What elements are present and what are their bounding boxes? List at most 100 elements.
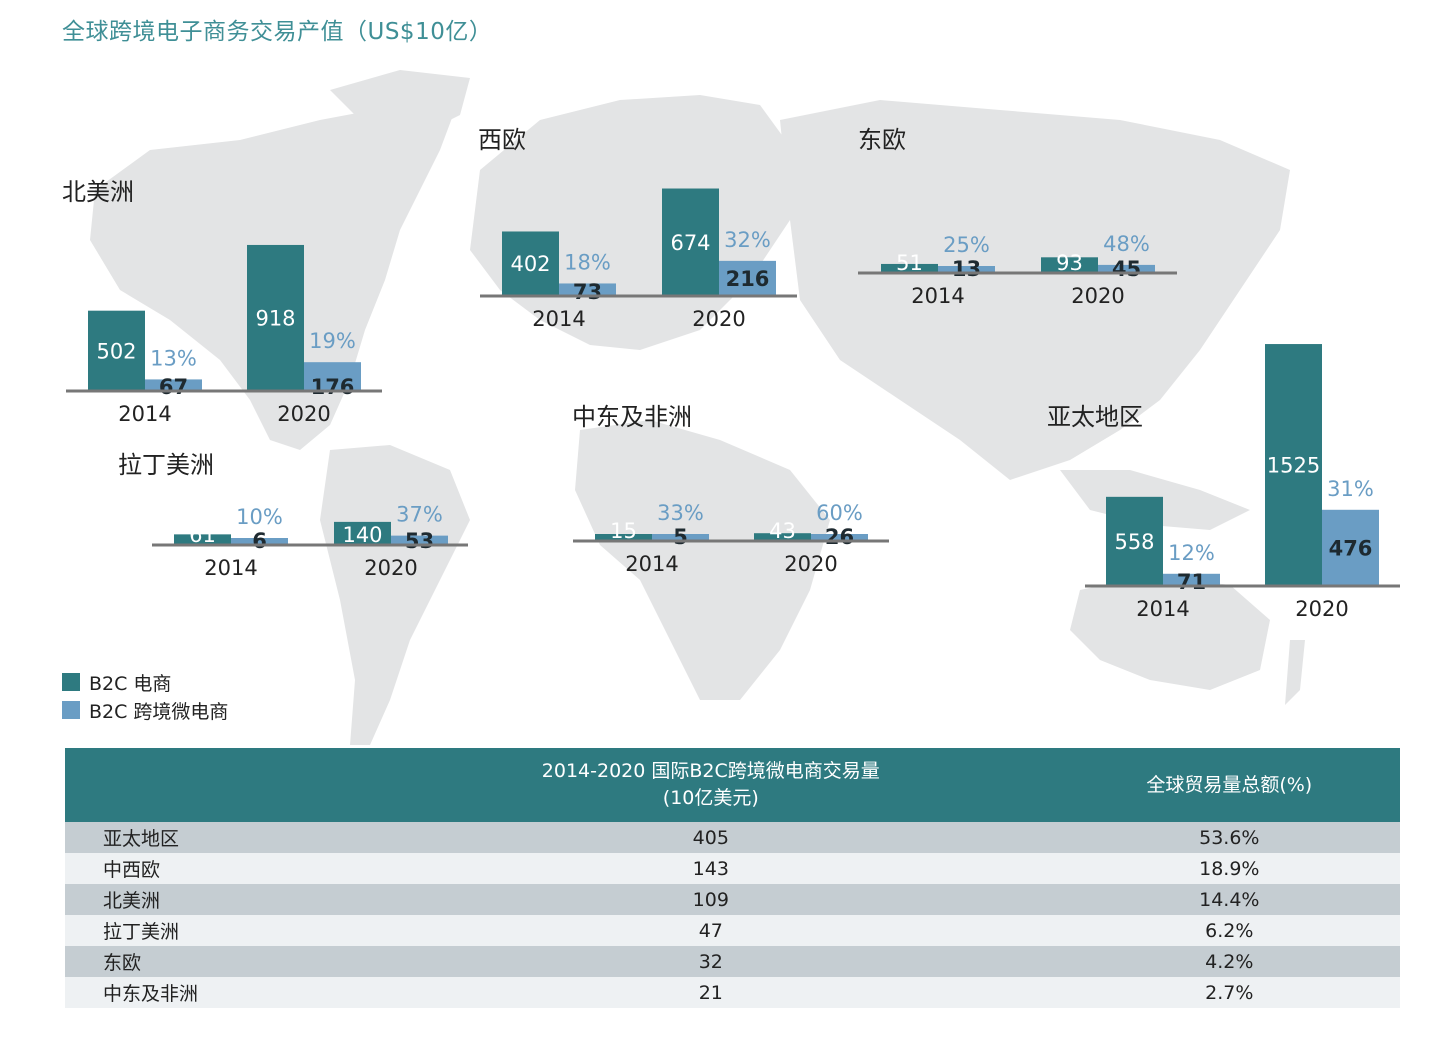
- region-title: 中东及非洲: [572, 403, 692, 431]
- table-row: 北美洲 109 14.4%: [65, 884, 1400, 915]
- greenland-shape: [330, 70, 470, 135]
- table-header-volume-line1: 2014-2020 国际B2C跨境微电商交易量: [541, 760, 880, 782]
- label-b2c-value: 502: [96, 339, 136, 363]
- table-cell-volume: 143: [363, 853, 1059, 884]
- legend-label-b2c: B2C 电商: [89, 672, 172, 695]
- table-header-share: 全球贸易量总额(%): [1058, 748, 1400, 822]
- label-b2c-value: 402: [510, 252, 550, 276]
- bar-cross-border: [1163, 573, 1220, 585]
- bar-b2c: [502, 231, 559, 295]
- label-year: 2020: [1295, 597, 1348, 621]
- label-year: 2014: [532, 307, 585, 331]
- label-b2c-value: 93: [1056, 251, 1083, 275]
- bar-cross-border: [559, 283, 616, 295]
- table-cell-region: 中东及非洲: [65, 977, 363, 1008]
- bar-b2c: [1265, 344, 1322, 585]
- label-cross-value: 476: [1329, 536, 1373, 560]
- legend-swatch-b2c: [62, 673, 80, 691]
- label-year: 2014: [1136, 597, 1189, 621]
- table-cell-share: 6.2%: [1058, 915, 1400, 946]
- label-year: 2020: [277, 402, 330, 426]
- label-share-pct: 31%: [1327, 477, 1374, 501]
- table-header-row: 2014-2020 国际B2C跨境微电商交易量 (10亿美元) 全球贸易量总额(…: [65, 748, 1400, 822]
- table-row: 中东及非洲 21 2.7%: [65, 977, 1400, 1008]
- australia-shape: [1070, 575, 1270, 690]
- bar-b2c: [595, 534, 652, 540]
- bar-cross-border: [1098, 264, 1155, 272]
- label-share-pct: 10%: [236, 505, 283, 529]
- label-cross-value: 176: [311, 375, 355, 399]
- table-header-volume-line2: (10亿美元): [662, 787, 759, 809]
- legend-swatch-cross: [62, 701, 80, 719]
- africa-shape: [575, 420, 830, 700]
- bar-b2c: [754, 533, 811, 540]
- label-cross-value: 71: [1177, 570, 1206, 594]
- bar-cross-border: [145, 379, 202, 390]
- bar-cross-border: [811, 534, 868, 540]
- label-year: 2020: [784, 552, 837, 576]
- table-cell-region: 拉丁美洲: [65, 915, 363, 946]
- legend-item-cross: B2C 跨境微电商: [62, 696, 228, 724]
- asia-shape: [780, 100, 1290, 480]
- label-share-pct: 32%: [724, 228, 771, 252]
- label-cross-value: 216: [726, 267, 770, 291]
- table-cell-share: 18.9%: [1058, 853, 1400, 884]
- label-b2c-value: 1525: [1267, 454, 1320, 478]
- bar-b2c: [88, 310, 145, 390]
- table-cell-share: 2.7%: [1058, 977, 1400, 1008]
- table-cell-volume: 405: [363, 822, 1059, 853]
- bar-cross-border: [938, 266, 995, 272]
- bar-cross-border: [231, 538, 288, 544]
- label-b2c-value: 61: [189, 523, 216, 547]
- table-cell-volume: 47: [363, 915, 1059, 946]
- label-cross-value: 45: [1112, 257, 1141, 281]
- legend-item-b2c: B2C 电商: [62, 668, 228, 696]
- summary-table: 2014-2020 国际B2C跨境微电商交易量 (10亿美元) 全球贸易量总额(…: [65, 748, 1400, 1008]
- table-cell-volume: 109: [363, 884, 1059, 915]
- label-cross-value: 67: [159, 375, 188, 399]
- table-cell-share: 53.6%: [1058, 822, 1400, 853]
- label-share-pct: 60%: [816, 501, 863, 525]
- table-row: 东欧 32 4.2%: [65, 946, 1400, 977]
- label-b2c-value: 15: [610, 519, 637, 543]
- table-header-region: [65, 748, 363, 822]
- label-cross-value: 5: [673, 525, 688, 549]
- label-share-pct: 12%: [1168, 541, 1215, 565]
- bar-b2c: [662, 188, 719, 295]
- label-year: 2020: [364, 556, 417, 580]
- label-b2c-value: 43: [769, 519, 796, 543]
- label-b2c-value: 140: [342, 523, 382, 547]
- label-cross-value: 53: [405, 529, 434, 553]
- label-year: 2014: [118, 402, 171, 426]
- bar-cross-border: [391, 535, 448, 544]
- label-share-pct: 18%: [564, 250, 611, 274]
- table-cell-region: 东欧: [65, 946, 363, 977]
- world-map-chart: 北美洲 502 67 13% 2014 918 176 19% 2020 西欧 402 73 18% 20…: [62, 70, 1400, 745]
- table-cell-region: 亚太地区: [65, 822, 363, 853]
- new-zealand-shape: [1285, 640, 1305, 705]
- label-b2c-value: 51: [896, 251, 923, 275]
- region-title: 北美洲: [62, 178, 134, 206]
- bar-b2c: [174, 534, 231, 544]
- table-header-volume: 2014-2020 国际B2C跨境微电商交易量 (10亿美元): [363, 748, 1059, 822]
- table-cell-share: 4.2%: [1058, 946, 1400, 977]
- region-title: 拉丁美洲: [118, 451, 214, 479]
- table-cell-share: 14.4%: [1058, 884, 1400, 915]
- table-cell-volume: 21: [363, 977, 1059, 1008]
- page-title: 全球跨境电子商务交易产值（US$10亿）: [62, 19, 493, 45]
- table-cell-region: 北美洲: [65, 884, 363, 915]
- label-share-pct: 37%: [396, 503, 443, 527]
- table-cell-region: 中西欧: [65, 853, 363, 884]
- label-cross-value: 6: [252, 529, 267, 553]
- region-title: 西欧: [478, 126, 526, 154]
- region-title: 东欧: [858, 126, 906, 154]
- label-share-pct: 48%: [1103, 232, 1150, 256]
- label-year: 2014: [204, 556, 257, 580]
- bar-cross-border: [1322, 509, 1379, 585]
- label-year: 2020: [692, 307, 745, 331]
- table-cell-volume: 32: [363, 946, 1059, 977]
- bar-cross-border: [719, 260, 776, 295]
- bar-cross-border: [652, 534, 709, 540]
- legend: B2C 电商 B2C 跨境微电商: [62, 668, 228, 724]
- legend-label-cross: B2C 跨境微电商: [89, 700, 229, 723]
